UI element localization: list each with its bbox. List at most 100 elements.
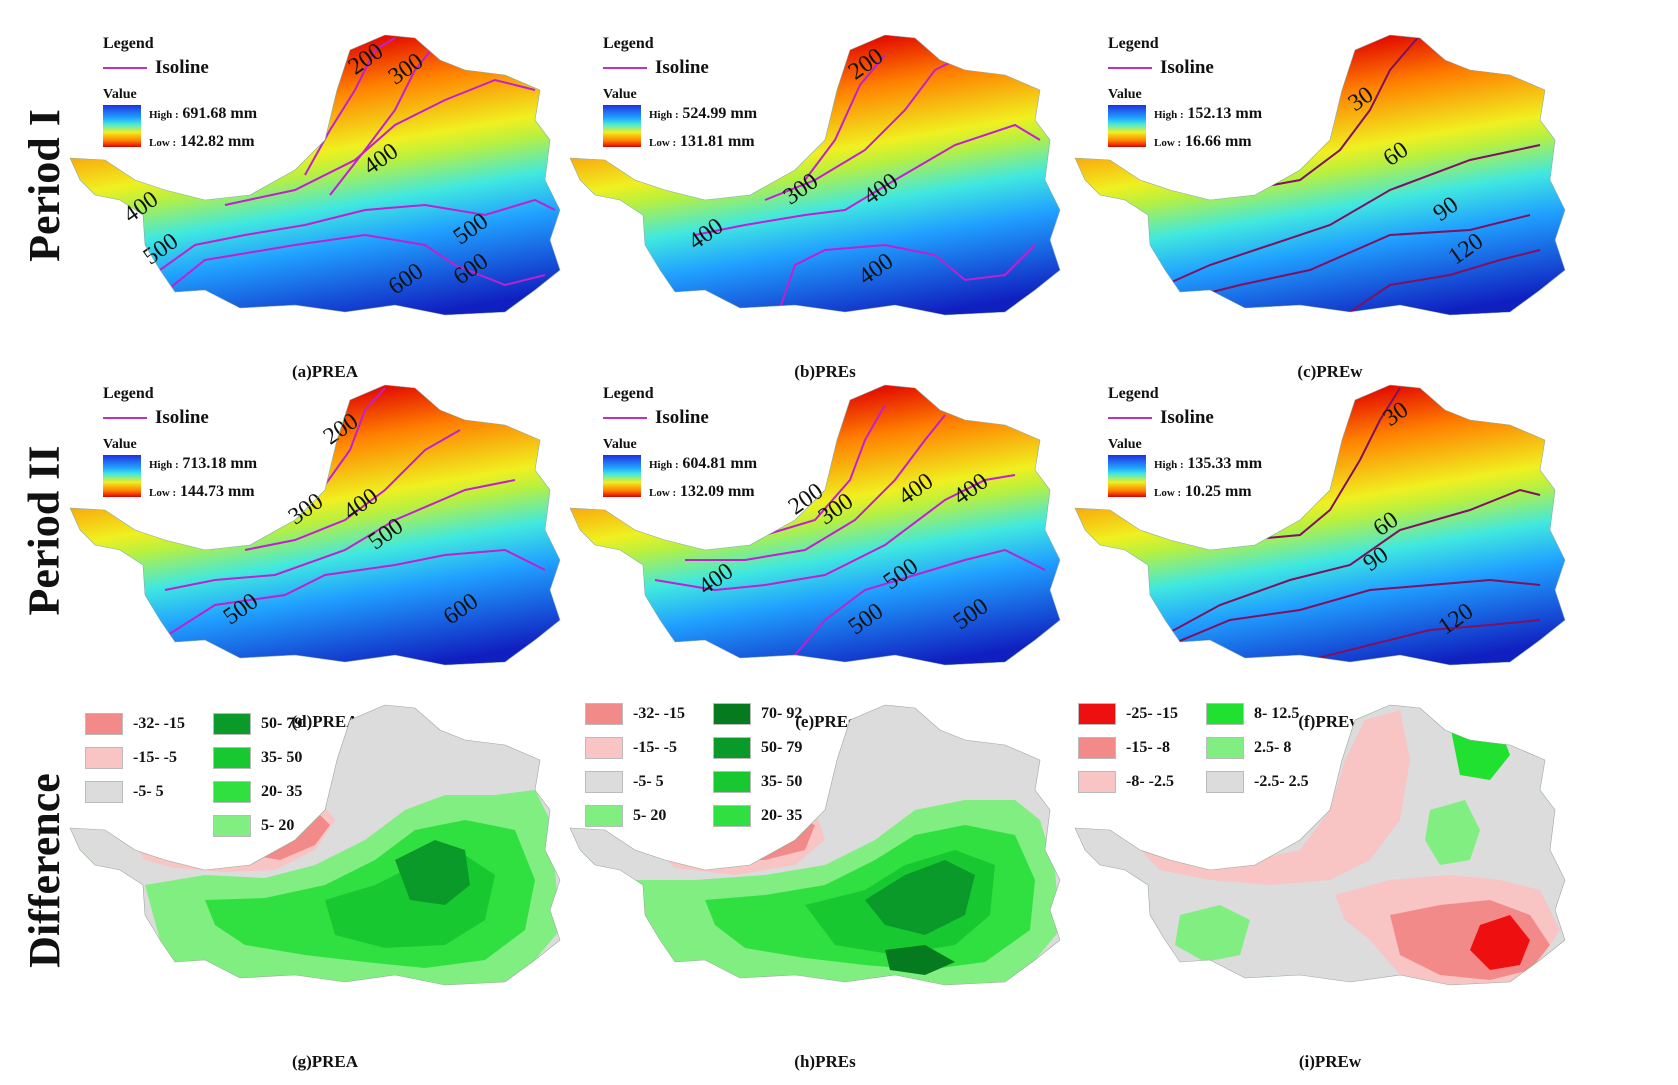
class-swatch [212,815,251,837]
class-label: 5- 20 [633,807,667,824]
high-value: 152.13 mm [1187,105,1263,122]
map-panel-g: -32- -15 50- 79 -15- -5 35- 50 -5- 5 20- 35 5-… [65,700,585,1030]
basin-surface [70,35,560,315]
color-ramp [1108,455,1146,497]
panel-caption: (i)PREw [1298,1052,1362,1071]
class-label: 50- 79 [260,715,303,732]
map-panel-c: 30 60 90 120 Legend Isoline Value High : 152.13… [1070,30,1590,360]
panel-caption: (g)PREA [291,1052,359,1071]
class-swatch [1205,703,1244,725]
class-swatch [1078,771,1116,793]
legend-class: 20- 35 [212,778,303,806]
legend-isoline-label: Isoline [655,407,709,428]
legend-class: 2.5- 8 [1205,734,1309,762]
legend-isoline: Isoline [103,57,257,79]
isoline-swatch [603,67,647,69]
difference-region [1470,915,1530,970]
isoline [159,548,546,641]
legend-isoline-label: Isoline [155,407,209,428]
panel-caption: (c)PREw [1297,362,1363,381]
isoline [685,414,946,561]
panel-caption: (h)PREs [794,1052,856,1071]
legend-value-label: Value [1108,437,1142,452]
color-ramp [103,105,141,147]
basin-outline [569,704,1061,986]
class-swatch [85,781,123,803]
basin-surface [70,385,560,665]
legend-isoline: Isoline [603,57,757,79]
legend-value-label: Value [103,87,137,102]
isoline [1164,488,1541,636]
legend-value-label: Value [603,437,637,452]
isoline [1169,578,1541,646]
legend-isoline: Isoline [1108,57,1262,79]
map-legend: Legend Isoline Value High : 152.13 mm Low : … [1108,35,1262,151]
difference-region [395,840,470,905]
isoline [654,474,1016,592]
basin-surface [570,385,1060,665]
legend-class: -15- -8 [1078,734,1178,762]
legend-value-label: Value [603,87,637,102]
low-key: Low : [149,137,177,149]
difference-region [1130,710,1410,885]
class-label: -2.5- 2.5 [1253,773,1309,790]
difference-region [885,945,955,975]
class-label: -5- 5 [133,783,164,800]
low-key: Low : [1154,487,1182,499]
map-panel-e: 200 300 400 400 400 500 500 500 Legend Isoline Val… [565,380,1085,710]
legend-class: 20- 35 [712,802,802,830]
legend-value-label: Value [1108,87,1142,102]
isoline-swatch [103,417,147,419]
class-swatch [712,737,751,759]
isoline [1179,214,1531,301]
isoline [224,78,536,206]
isoline [1164,144,1541,286]
legend-class: -15- -5 [585,734,685,762]
low-key: Low : [1154,137,1182,149]
high-value: 604.81 mm [682,455,758,472]
class-swatch [585,805,623,827]
high-value: 135.33 mm [1187,455,1263,472]
low-value: 144.73 mm [179,483,255,500]
map-panel-b: 200 300 400 400 400 Legend Isoline Value High : … [565,30,1085,360]
class-swatch [212,713,251,735]
legend-class: -5- 5 [585,768,685,796]
legend-class: 50- 79 [712,734,802,762]
panel-caption: (d)PREA [291,712,359,731]
basin-outline [1074,34,1566,316]
map-panel-i: -25- -15 8- 12.5 -15- -8 2.5- 8 -8- -2.5 -2.5… [1070,700,1590,1030]
color-ramp [103,455,141,497]
class-swatch [1205,771,1244,793]
legend-isoline: Isoline [603,407,757,429]
class-swatch [1205,737,1244,759]
class-label: -8- -2.5 [1126,773,1174,790]
legend-title: Legend [1108,35,1159,52]
color-ramp [603,455,641,497]
color-ramp [1108,105,1146,147]
isoline [694,123,1041,236]
difference-region [1425,800,1480,865]
isoline [1309,619,1541,661]
isoline [764,59,956,201]
legend-title: Legend [603,385,654,402]
low-value: 132.09 mm [679,483,755,500]
isoline [804,54,886,181]
difference-legend: -32- -15 70- 92 -15- -5 50- 79 -5- 5 35- 50 5-… [585,700,802,830]
map-panel-h: -32- -15 70- 92 -15- -5 50- 79 -5- 5 35- 50 5-… [565,700,1085,1030]
basin-outline [1074,384,1566,666]
high-key: High : [149,109,179,121]
legend-class: 5- 20 [585,802,685,830]
color-ramp [603,105,641,147]
basin-surface [1075,35,1565,315]
isoline [329,44,436,196]
class-label: -25- -15 [1126,705,1178,722]
panel-caption: (f)PREw [1298,712,1362,731]
isoline [794,548,1046,656]
class-label: -32- -15 [633,705,685,722]
class-swatch [585,737,623,759]
class-label: 20- 35 [260,783,303,800]
class-label: 5- 20 [260,817,295,834]
